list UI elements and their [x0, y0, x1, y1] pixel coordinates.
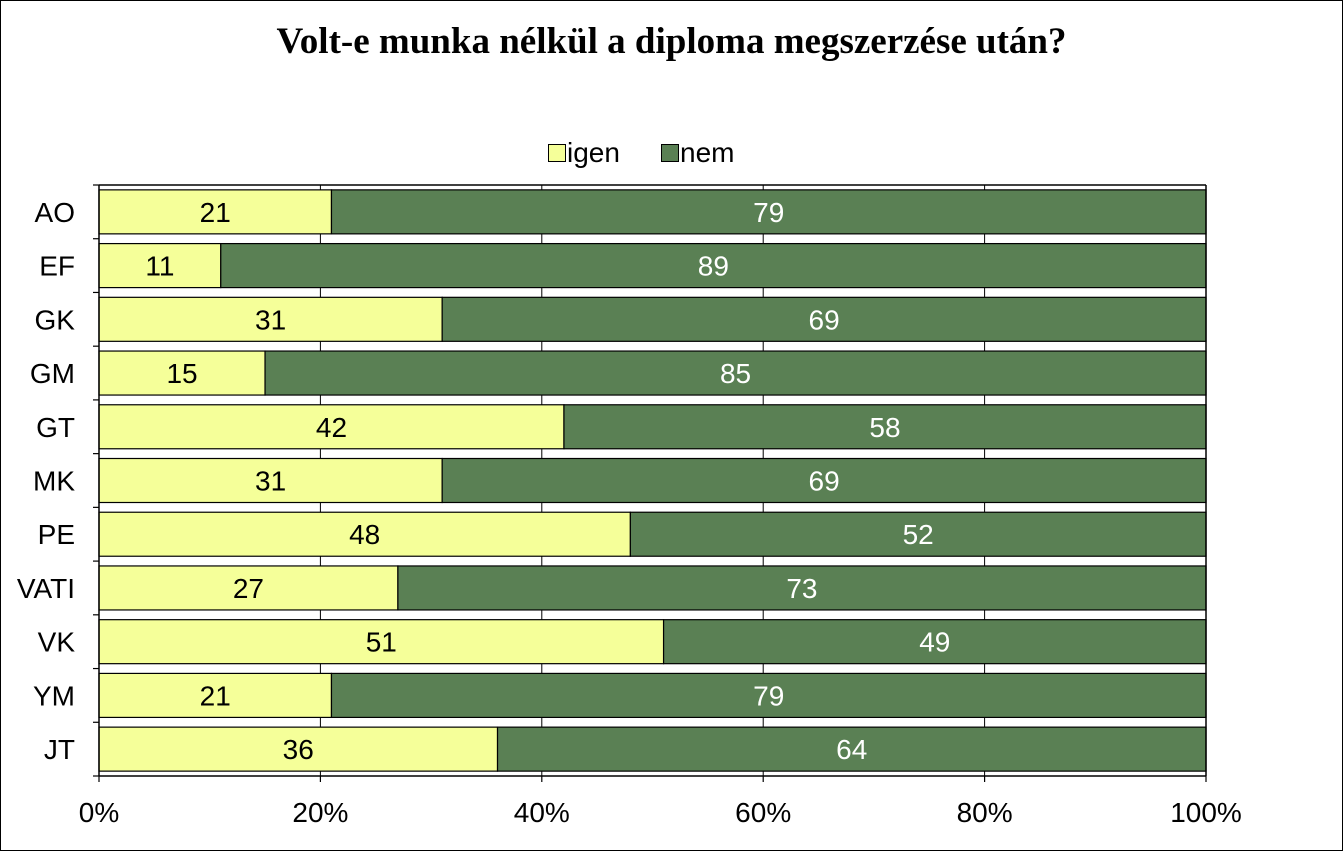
category-label: JT [44, 734, 75, 765]
data-label-igen: 15 [166, 358, 197, 389]
x-tick-label: 40% [514, 797, 570, 828]
data-label-igen: 21 [200, 197, 231, 228]
data-label-igen: 51 [366, 627, 397, 658]
category-label: GK [35, 304, 76, 335]
chart-title: Volt-e munka nélkül a diploma megszerzés… [276, 21, 1067, 62]
bar-igen [98, 511, 631, 557]
data-label-igen: 11 [145, 251, 174, 282]
data-label-igen: 48 [349, 519, 380, 550]
bar-igen [98, 672, 333, 719]
bar-igen [98, 457, 443, 504]
legend-label-nem: nem [680, 137, 735, 168]
data-label-nem: 49 [919, 627, 950, 658]
category-label: AO [35, 197, 75, 228]
data-label-igen: 36 [283, 734, 314, 765]
bar-igen [98, 619, 665, 665]
legend-item-nem: nem [661, 136, 734, 170]
data-label-nem: 52 [903, 519, 934, 550]
legend-label-igen: igen [567, 137, 620, 168]
category-label: VATI [17, 573, 75, 604]
data-label-igen: 42 [316, 412, 347, 443]
x-tick-label: 0% [79, 797, 119, 828]
bar-igen [98, 726, 499, 772]
x-tick-label: 60% [735, 797, 791, 828]
legend-swatch-igen [548, 144, 566, 162]
data-label-igen: 31 [255, 304, 286, 335]
category-label: VK [38, 627, 76, 658]
category-label: PE [38, 519, 75, 550]
bar-igen [98, 565, 399, 611]
bar-nem [330, 672, 1207, 719]
data-label-igen: 27 [233, 573, 264, 604]
category-label: YM [33, 680, 75, 711]
bar-igen [98, 189, 333, 235]
bar-nem [496, 726, 1207, 772]
category-label: EF [39, 251, 75, 282]
x-tick-label: 20% [292, 797, 348, 828]
data-label-nem: 79 [753, 680, 784, 711]
category-label: GM [30, 358, 75, 389]
bar-nem [441, 296, 1207, 342]
data-label-nem: 64 [836, 734, 867, 765]
bar-igen [98, 350, 266, 396]
bar-igen [98, 242, 222, 289]
bar-nem [330, 189, 1207, 235]
category-label: GT [36, 412, 75, 443]
data-label-nem: 85 [720, 358, 751, 389]
x-tick-label: 80% [957, 797, 1013, 828]
x-tick-label: 100% [1170, 797, 1242, 828]
bar-nem [441, 457, 1207, 504]
data-label-nem: 89 [698, 251, 729, 282]
legend-swatch-nem [661, 144, 679, 162]
bar-nem [563, 404, 1207, 450]
legend-item-igen: igen [548, 136, 620, 170]
data-label-nem: 73 [786, 573, 817, 604]
data-label-nem: 58 [869, 412, 900, 443]
data-label-nem: 69 [809, 466, 840, 497]
bar-nem [662, 619, 1207, 665]
bar-nem [220, 242, 1207, 289]
data-label-nem: 79 [753, 197, 784, 228]
data-label-igen: 21 [200, 680, 231, 711]
bar-nem [629, 511, 1207, 557]
category-label: MK [33, 466, 75, 497]
data-label-nem: 69 [809, 304, 840, 335]
data-label-igen: 31 [255, 466, 286, 497]
